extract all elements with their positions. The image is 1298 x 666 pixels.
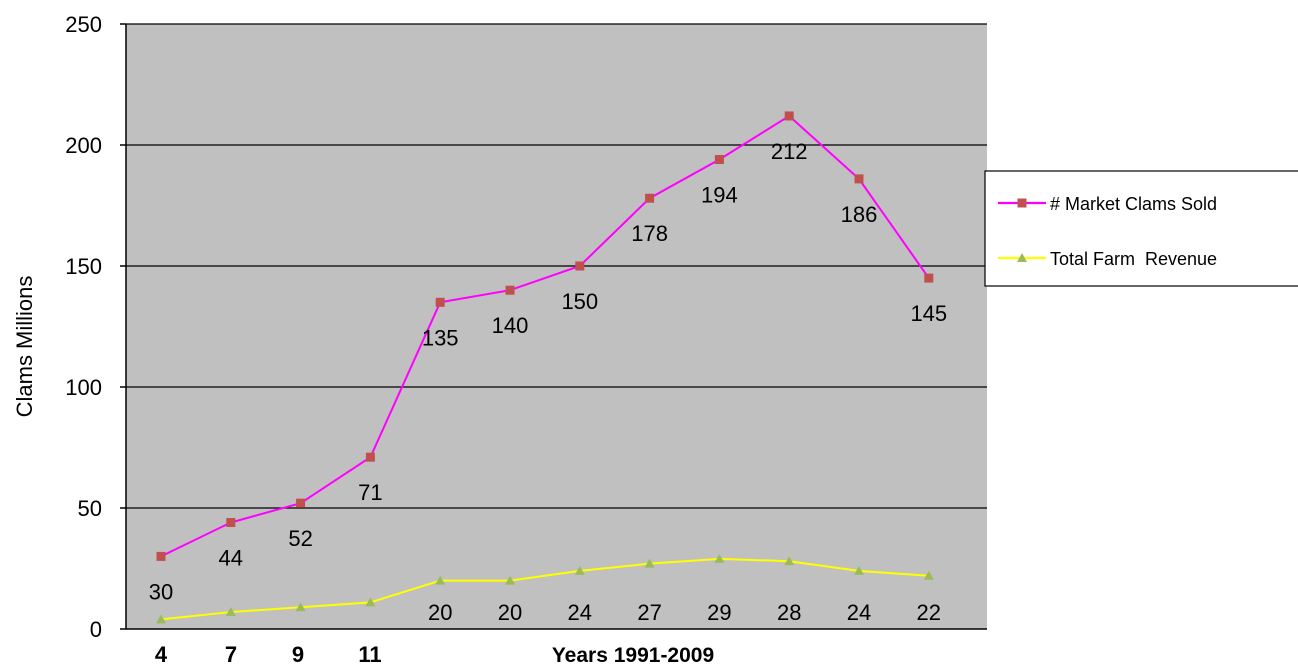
plot-area (126, 24, 987, 629)
x-axis-title: Years 1991-2009 (552, 644, 714, 666)
data-label: 28 (777, 600, 801, 625)
data-point (854, 174, 864, 184)
legend-label: Total Farm Revenue (1050, 249, 1217, 269)
data-label: 212 (771, 139, 808, 164)
legend-box (984, 170, 1298, 287)
data-point (156, 614, 166, 624)
y-tick-label: 250 (65, 12, 102, 37)
data-label: 135 (422, 325, 459, 350)
data-label: 71 (358, 480, 382, 505)
data-point (923, 570, 934, 580)
data-label: 52 (288, 526, 312, 551)
data-label: 27 (637, 600, 661, 625)
axes (120, 23, 987, 630)
series-1 (156, 553, 934, 624)
data-label: 140 (492, 313, 529, 338)
x-category-label: 9 (292, 642, 304, 666)
data-point (365, 597, 376, 607)
series-group: 30 44 52 71 135 140 150 178 194 212 186 145 20 20 24 27… (149, 111, 947, 625)
x-category-label: 11 (358, 642, 381, 666)
data-point (714, 553, 725, 563)
data-point (784, 556, 795, 566)
data-point (226, 518, 236, 528)
data-label: 194 (701, 183, 738, 208)
data-point (575, 261, 585, 271)
data-label: 22 (917, 600, 941, 625)
y-tick-label: 200 (65, 133, 102, 158)
data-label: 24 (568, 600, 592, 625)
legend: # Market Clams Sold Total Farm Revenue (984, 170, 1298, 287)
y-tick-label: 50 (78, 496, 102, 521)
x-category-label: 4 (155, 642, 168, 666)
y-tick-labels: 0 50 100 150 200 250 (65, 12, 102, 642)
data-label: 186 (841, 202, 878, 227)
data-label: 24 (847, 600, 871, 625)
x-category-label: 7 (225, 642, 237, 666)
data-point (714, 155, 724, 165)
data-point (365, 452, 375, 462)
gridlines (126, 23, 987, 509)
series-line (160, 114, 930, 558)
legend-label: # Market Clams Sold (1050, 194, 1217, 214)
data-point (225, 607, 236, 617)
series-0 (156, 111, 934, 561)
data-point (924, 273, 934, 283)
data-point (505, 575, 515, 585)
data-label: 20 (428, 600, 452, 625)
data-point (644, 558, 655, 568)
data-label: 29 (707, 600, 731, 625)
y-tick-label: 0 (90, 617, 102, 642)
y-axis-label: Clams Millions (12, 276, 37, 418)
data-point (156, 551, 166, 561)
data-point (505, 285, 515, 295)
data-label: 20 (498, 600, 522, 625)
data-point (645, 193, 655, 203)
data-point (854, 565, 864, 575)
legend-marker (1017, 253, 1027, 262)
data-point (435, 575, 446, 585)
y-tick-label: 150 (65, 254, 102, 279)
legend-marker (1017, 198, 1027, 208)
data-point (784, 111, 794, 121)
data-label: 44 (219, 546, 243, 571)
data-point (296, 498, 306, 508)
data-label: 178 (631, 221, 668, 246)
data-point (435, 297, 445, 307)
data-label: 150 (561, 289, 598, 314)
x-category-labels: 4 7 9 11 (155, 642, 382, 666)
data-label: 30 (149, 579, 173, 604)
y-tick-label: 100 (65, 375, 102, 400)
data-label: 145 (910, 301, 947, 326)
data-point (574, 565, 585, 575)
series-line (160, 557, 929, 621)
data-point (295, 602, 306, 612)
